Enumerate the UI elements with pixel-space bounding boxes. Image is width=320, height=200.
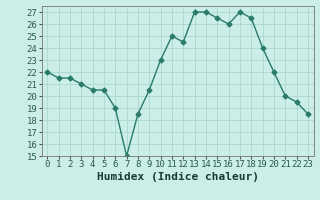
X-axis label: Humidex (Indice chaleur): Humidex (Indice chaleur): [97, 172, 259, 182]
